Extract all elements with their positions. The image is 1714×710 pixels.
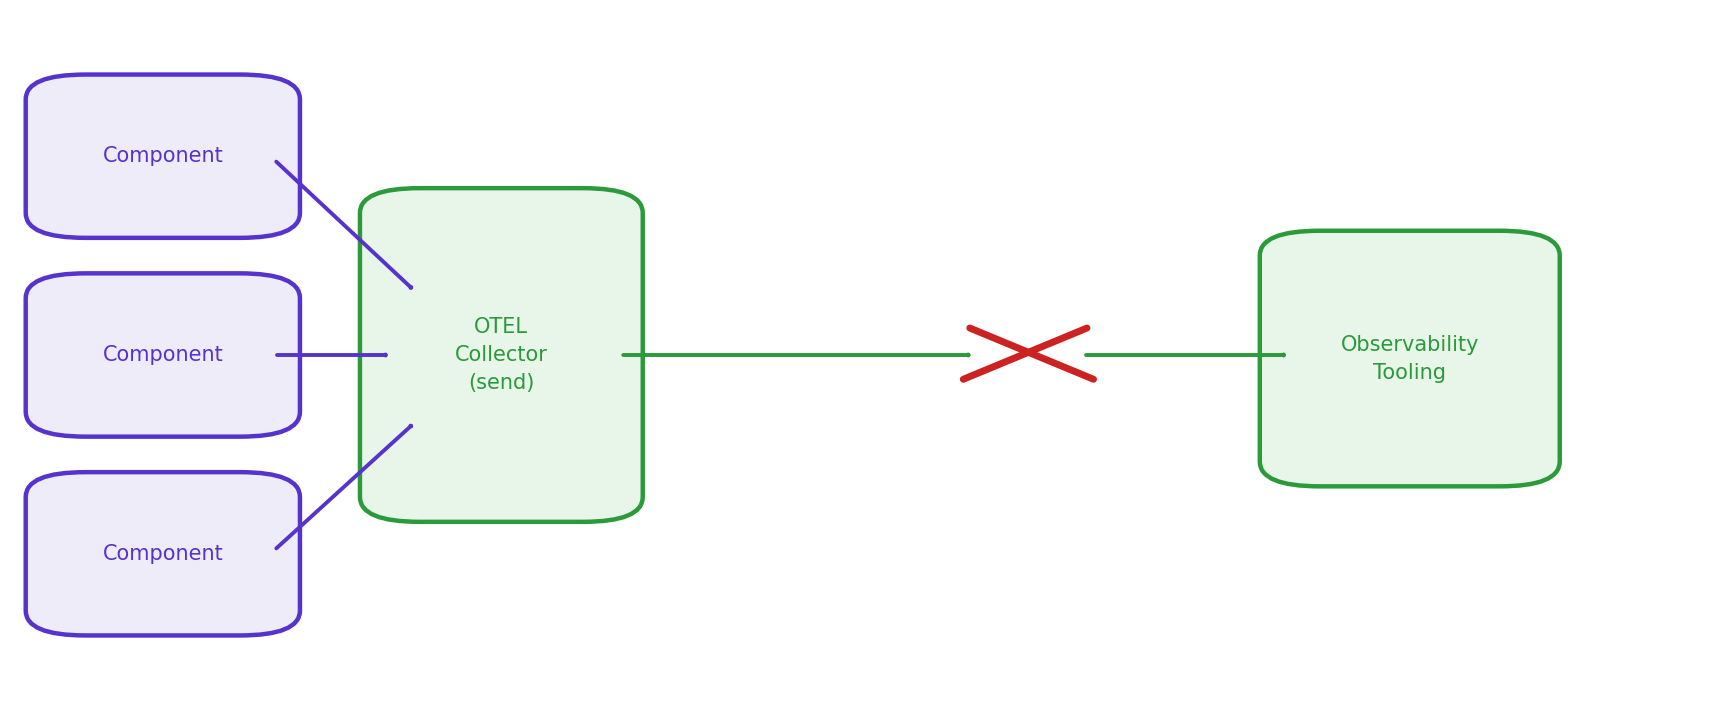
FancyBboxPatch shape [26,273,300,437]
Text: Component: Component [103,146,223,166]
FancyBboxPatch shape [26,75,300,238]
Text: Component: Component [103,345,223,365]
Text: OTEL
Collector
(send): OTEL Collector (send) [454,317,548,393]
Text: Component: Component [103,544,223,564]
FancyBboxPatch shape [1260,231,1560,486]
Text: Observability
Tooling: Observability Tooling [1340,334,1479,383]
FancyBboxPatch shape [26,472,300,635]
FancyBboxPatch shape [360,188,643,522]
